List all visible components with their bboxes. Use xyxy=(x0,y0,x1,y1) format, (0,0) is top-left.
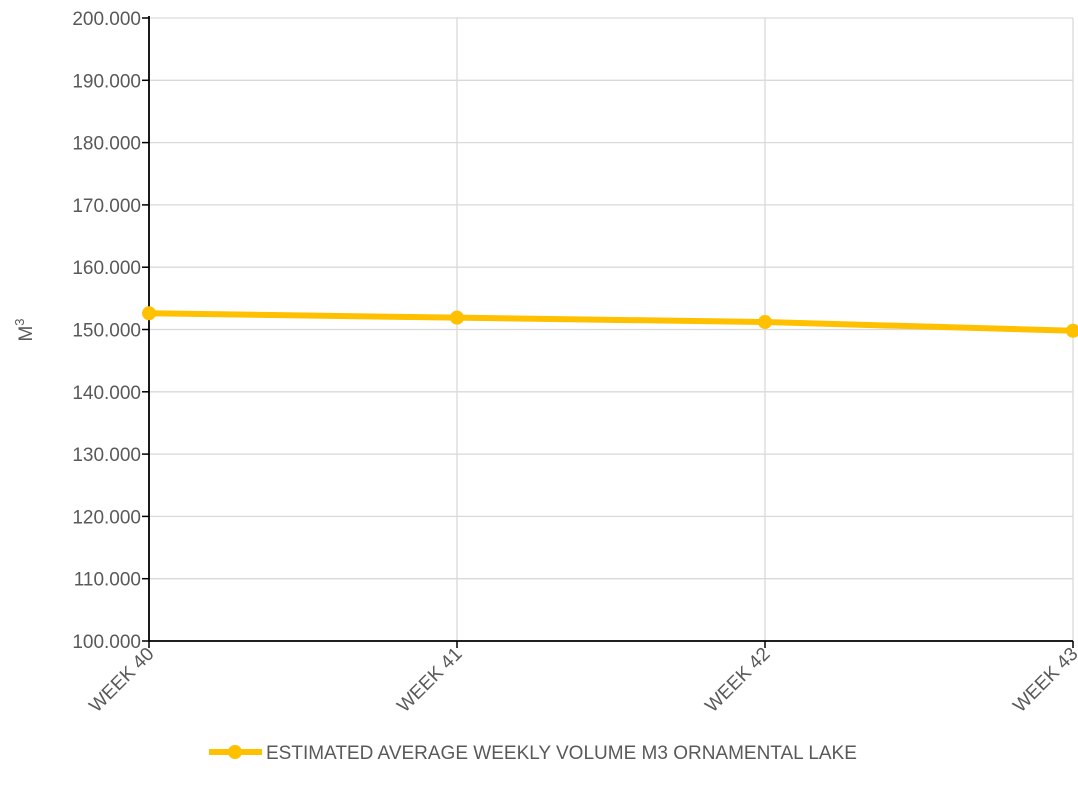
y-tick-label: 100.000 xyxy=(72,632,141,653)
y-tick-label: 190.000 xyxy=(72,71,141,92)
x-tick-label: WEEK 41 xyxy=(393,644,466,717)
legend: ESTIMATED AVERAGE WEEKLY VOLUME M3 ORNAM… xyxy=(209,743,857,764)
y-tick-label: 130.000 xyxy=(72,445,141,466)
data-point xyxy=(1066,323,1078,338)
x-tick-label: WEEK 43 xyxy=(1009,644,1078,717)
legend-label: ESTIMATED AVERAGE WEEKLY VOLUME M3 ORNAM… xyxy=(266,743,857,764)
data-point xyxy=(450,310,464,325)
label-layer: 100.000 110.000 120.000 130.000 140.000 150.0… xyxy=(72,9,1078,717)
y-tick-label: 140.000 xyxy=(72,383,141,404)
y-tick-label: 200.000 xyxy=(72,9,141,30)
y-tick-label: 110.000 xyxy=(74,570,141,591)
series-line xyxy=(146,310,1076,334)
y-tick-label: 120.000 xyxy=(72,507,141,528)
y-tick-label: 150.000 xyxy=(72,321,141,342)
x-tick-label: WEEK 42 xyxy=(701,644,774,717)
data-point xyxy=(758,315,772,330)
y-tick-label: 170.000 xyxy=(72,196,141,217)
x-tick-label: WEEK 40 xyxy=(85,644,158,717)
y-tick-label: 180.000 xyxy=(72,134,141,155)
y-axis-title: M3 xyxy=(12,318,37,341)
y-axis-title-superscript: 3 xyxy=(12,318,27,325)
data-point xyxy=(142,306,156,321)
series-layer xyxy=(142,306,1078,338)
legend-point-marker xyxy=(228,745,242,759)
y-axis-title-text: M xyxy=(16,326,37,342)
axis-layer xyxy=(142,16,1074,648)
y-tick-label: 160.000 xyxy=(72,258,141,279)
